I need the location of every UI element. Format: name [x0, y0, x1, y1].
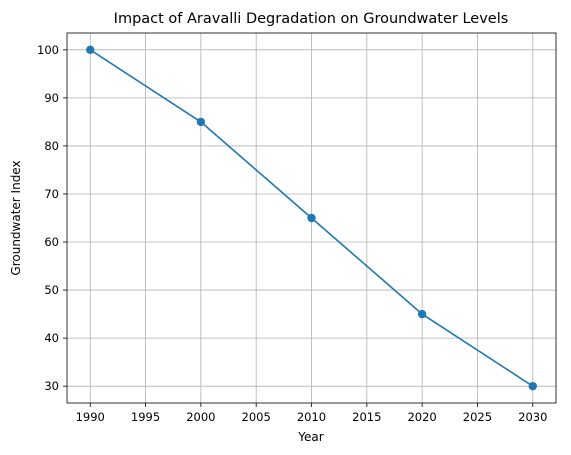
x-axis: 1990 1995 2000 2005 2010 2015 2020 2025 2030	[76, 403, 547, 424]
x-tick-label: 2030	[518, 410, 547, 424]
data-point	[86, 45, 95, 55]
x-tick-label: 2025	[463, 410, 492, 424]
x-tick-label: 2010	[297, 410, 326, 424]
x-tick-label: 2000	[186, 410, 215, 424]
y-tick-label: 50	[44, 283, 59, 297]
y-axis: 30 40 50 60 70 80 90 100	[37, 43, 67, 393]
x-tick-label: 1990	[76, 410, 105, 424]
y-tick-label: 70	[44, 187, 59, 201]
x-tick-label: 2005	[242, 410, 271, 424]
y-tick-label: 60	[44, 235, 59, 249]
x-tick-label: 2020	[407, 410, 436, 424]
data-point	[417, 309, 427, 319]
y-tick-label: 40	[44, 331, 59, 345]
chart-title: Impact of Aravalli Degradation on Ground…	[114, 11, 509, 27]
y-axis-label: Groundwater Index	[9, 160, 23, 275]
y-tick-label: 90	[44, 91, 59, 105]
y-tick-label: 100	[37, 43, 59, 57]
data-point	[528, 381, 537, 391]
grid-lines	[67, 33, 556, 403]
x-axis-label: Year	[297, 430, 323, 444]
y-tick-label: 30	[44, 379, 59, 393]
series-layer	[86, 45, 537, 391]
data-point	[307, 213, 316, 223]
y-tick-label: 80	[44, 139, 59, 153]
x-tick-label: 2015	[352, 410, 381, 424]
data-point	[196, 117, 206, 127]
x-tick-label: 1995	[131, 410, 160, 424]
